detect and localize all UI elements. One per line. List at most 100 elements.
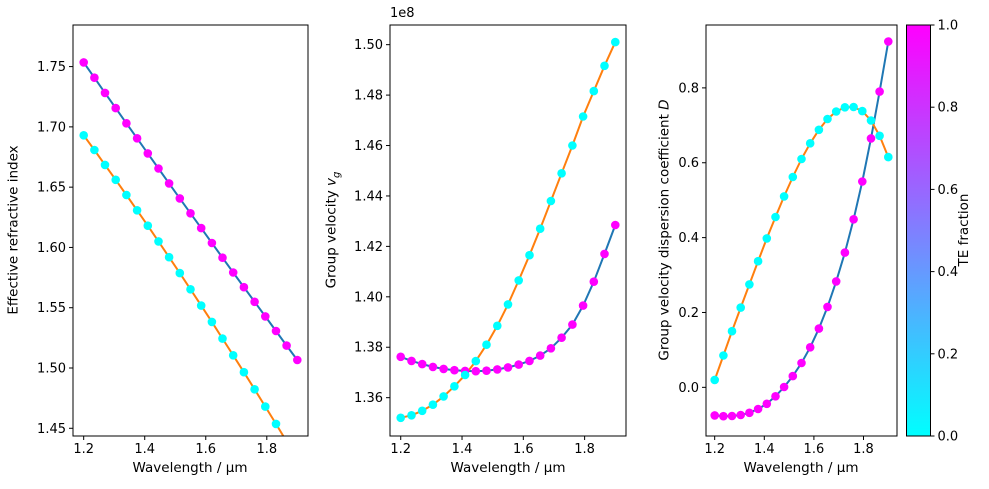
data-point	[271, 419, 281, 429]
data-point	[482, 340, 491, 350]
data-point	[122, 119, 131, 128]
data-point	[503, 300, 513, 309]
data-point	[196, 301, 206, 310]
data-point	[90, 145, 99, 155]
data-point	[250, 297, 259, 307]
data-point	[745, 280, 754, 289]
data-point	[79, 131, 88, 140]
data-point	[884, 37, 893, 46]
data-point	[805, 139, 815, 148]
plot-area	[710, 37, 893, 421]
data-point	[727, 326, 737, 336]
y-tick-label: 0.2	[678, 306, 699, 321]
y-tick-label: 0.6	[678, 156, 699, 171]
data-point	[282, 437, 291, 446]
data-point	[611, 220, 620, 230]
data-point	[710, 375, 719, 385]
data-point	[218, 334, 227, 343]
data-point	[122, 190, 131, 200]
data-point	[788, 371, 798, 381]
data-point	[100, 88, 110, 98]
data-point	[578, 112, 588, 121]
data-point	[228, 268, 238, 277]
data-point	[100, 160, 110, 170]
data-point	[417, 359, 427, 369]
data-point	[589, 277, 599, 287]
colorbar-tick-label: 0.4	[938, 265, 959, 280]
data-point	[710, 411, 719, 420]
data-point	[814, 125, 824, 135]
data-point	[417, 406, 427, 416]
y-tick-label: 1.50	[37, 362, 66, 377]
series-fit-line	[400, 224, 617, 373]
data-point	[228, 351, 238, 360]
data-point	[396, 352, 406, 362]
data-point	[186, 209, 195, 218]
colorbar-tick-label: 0.2	[938, 347, 959, 362]
colorbar-label: TE fraction	[956, 193, 972, 267]
x-tick-label: 1.2	[73, 442, 94, 457]
data-point	[797, 358, 806, 368]
data-point	[875, 131, 884, 141]
y-axis-label-dispersion: Group velocity dispersion coefficient D	[656, 99, 673, 361]
data-point	[849, 215, 858, 224]
data-point	[568, 320, 577, 329]
data-point	[788, 172, 798, 182]
series-fit-line	[400, 41, 617, 419]
data-point	[493, 321, 502, 331]
y-tick-label: 1.46	[354, 139, 383, 154]
data-point	[293, 455, 302, 464]
y-axis-label-group-velocity: Group velocity vg	[323, 171, 343, 289]
data-point	[736, 410, 745, 420]
x-axis-label-1: Wavelength / μm	[132, 460, 248, 476]
axes-frame	[72, 24, 309, 437]
data-point	[840, 248, 850, 257]
data-point	[600, 249, 609, 259]
data-point	[568, 141, 577, 150]
subplot-3: 1.2 1.4 1.6 1.8 0.0 0.2 0.4 0.6 0.8	[678, 24, 898, 457]
colorbar-gradient	[906, 25, 931, 436]
data-point	[239, 367, 249, 377]
data-point	[849, 102, 858, 112]
y-tick-label: 0.0	[678, 381, 699, 396]
data-point	[736, 303, 745, 312]
data-point	[450, 382, 459, 391]
data-point	[407, 356, 416, 366]
y-tick-label: 1.65	[37, 181, 66, 196]
subplot-2: 1.2 1.4 1.6 1.8 1.36 1.38 1.40 1.42 1.44 1.46 1.48…	[354, 24, 627, 457]
data-point	[525, 356, 534, 366]
data-point	[132, 134, 142, 143]
data-point	[250, 385, 259, 394]
data-point	[525, 250, 534, 260]
data-point	[866, 116, 876, 125]
data-point	[823, 302, 832, 312]
data-point	[175, 268, 185, 278]
x-tick-label: 1.4	[754, 442, 775, 457]
data-point	[514, 360, 523, 369]
data-point	[471, 366, 481, 376]
data-point	[186, 285, 195, 294]
data-point	[439, 364, 448, 374]
y-tick-label: 1.70	[37, 120, 66, 135]
data-point	[175, 194, 185, 203]
y-tick-label: 1.48	[354, 89, 383, 104]
data-point	[428, 362, 438, 372]
data-point	[823, 114, 832, 124]
colorbar: 0.0 0.2 0.4 0.6 0.8 1.0	[906, 19, 959, 445]
data-point	[858, 106, 867, 116]
data-point	[493, 365, 502, 374]
data-point	[875, 87, 884, 96]
data-point	[600, 61, 609, 71]
y-tick-label: 1.44	[354, 189, 383, 204]
data-point	[482, 366, 491, 376]
data-point	[762, 234, 772, 243]
y-axis-label-text: Effective refractive index	[5, 145, 22, 315]
data-point	[779, 382, 789, 392]
y-tick-label: 1.45	[37, 422, 66, 437]
colorbar-tick-label: 0.6	[938, 183, 959, 198]
data-point	[797, 154, 806, 164]
data-point	[207, 317, 217, 327]
y-tick-label: 1.60	[37, 241, 66, 256]
y-tick-label: 1.40	[354, 290, 383, 305]
y-tick-label: 1.36	[354, 391, 383, 406]
